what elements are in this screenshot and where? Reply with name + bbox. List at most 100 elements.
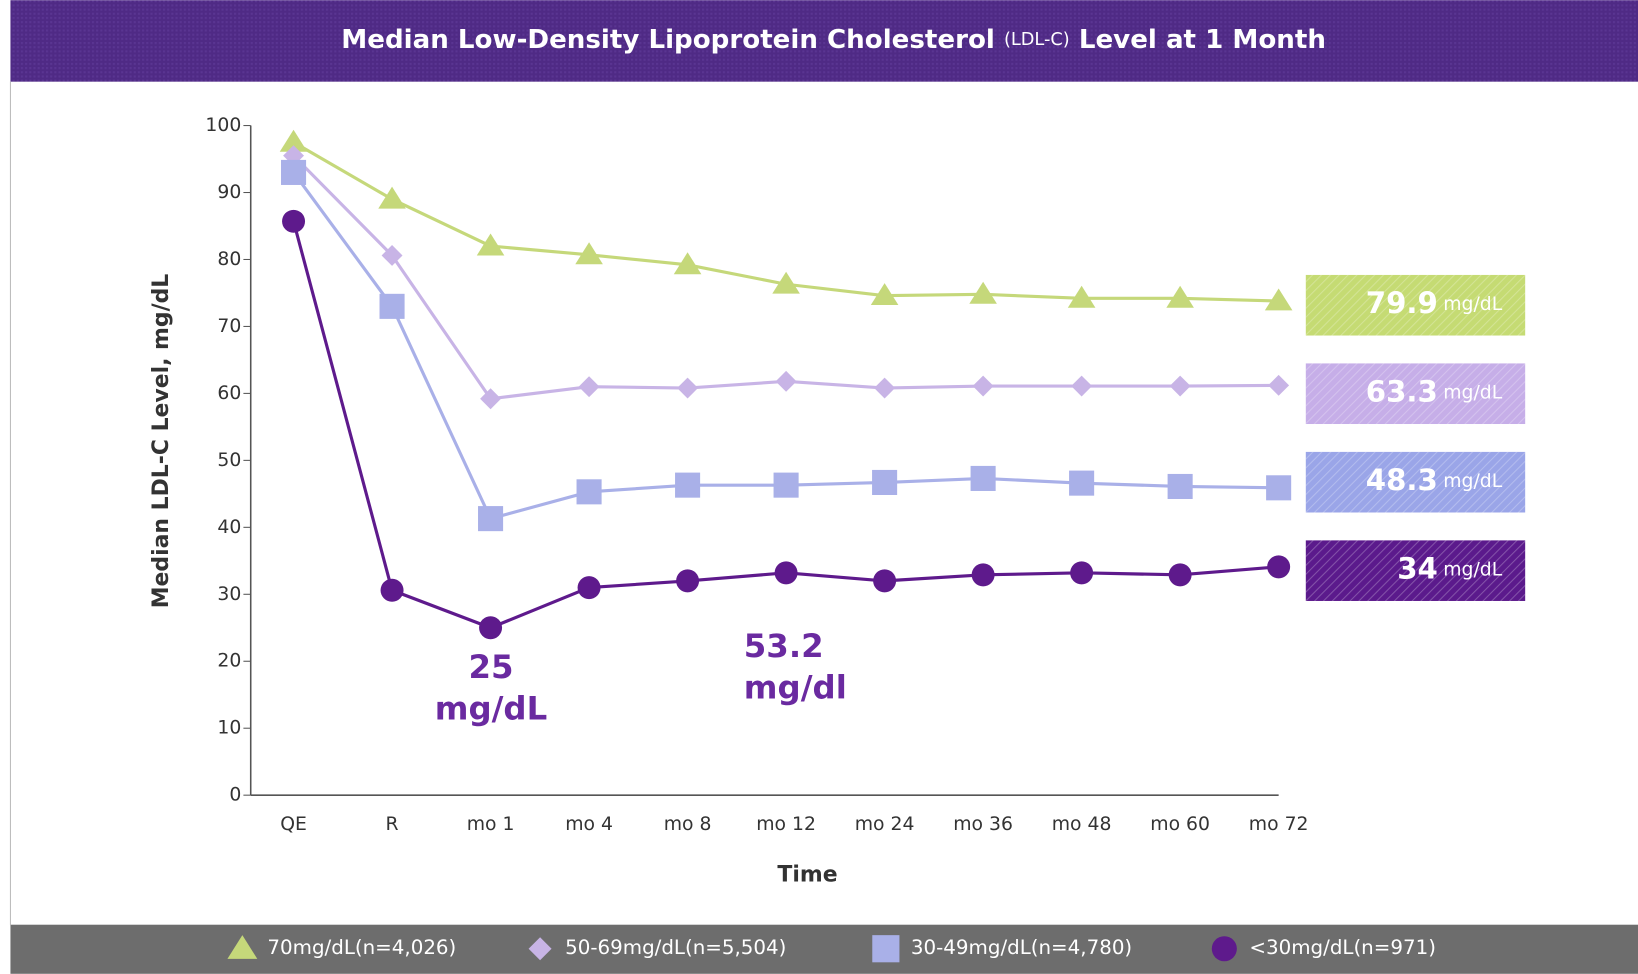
annotation: 25 xyxy=(468,648,513,686)
marker-circle xyxy=(1211,936,1237,962)
marker-circle xyxy=(380,578,404,602)
marker-triangle xyxy=(772,271,800,294)
chart-title: Median Low-Density Lipoprotein Cholester… xyxy=(341,24,1326,54)
x-tick-label: mo 4 xyxy=(565,814,613,835)
x-tick-label: mo 12 xyxy=(756,814,816,835)
marker-triangle xyxy=(870,283,899,306)
marker-square xyxy=(478,506,504,532)
y-tick-label: 50 xyxy=(217,450,241,471)
marker-triangle xyxy=(969,281,997,304)
marker-square xyxy=(576,479,602,505)
marker-circle xyxy=(971,563,995,587)
marker-square xyxy=(872,935,900,963)
x-tick-label: mo 1 xyxy=(467,814,515,835)
badge-unit: mg/dL xyxy=(1443,471,1503,492)
marker-circle xyxy=(1168,563,1192,587)
marker-diamond xyxy=(480,388,502,410)
marker-triangle xyxy=(1264,288,1293,311)
marker-square xyxy=(1069,470,1095,496)
badge-text: 34 mg/dL xyxy=(1397,551,1503,585)
marker-square xyxy=(1266,475,1292,501)
x-tick-label: mo 36 xyxy=(953,814,1013,835)
marker-triangle xyxy=(575,242,603,265)
x-tick-label: mo 24 xyxy=(855,814,915,835)
marker-diamond xyxy=(874,377,896,399)
legend-label: 50-69mg/dL(n=5,504) xyxy=(565,936,786,959)
x-tick-label: mo 72 xyxy=(1249,814,1309,835)
y-tick-label: 0 xyxy=(229,785,241,806)
badge-unit: mg/dL xyxy=(1443,559,1503,580)
annotation: mg/dL xyxy=(435,690,548,728)
marker-circle xyxy=(479,616,503,640)
marker-diamond xyxy=(578,376,600,398)
y-tick-label: 70 xyxy=(217,316,241,337)
marker-circle xyxy=(1267,555,1291,579)
y-axis-title: Median LDL-C Level, mg/dL xyxy=(149,274,174,609)
marker-triangle xyxy=(378,186,406,209)
marker-diamond xyxy=(1169,375,1191,397)
marker-triangle xyxy=(279,129,308,152)
marker-diamond xyxy=(1268,374,1290,396)
title-abbrev: (LDL-C) xyxy=(1004,30,1070,50)
y-tick-label: 10 xyxy=(217,718,241,739)
y-tick-label: 60 xyxy=(217,383,241,404)
badge-text: 63.3 mg/dL xyxy=(1366,374,1503,408)
header-band xyxy=(10,0,1638,82)
badge-value: 48.3 xyxy=(1366,463,1438,497)
legend-label: 70mg/dL(n=4,026) xyxy=(267,936,456,959)
marker-circle xyxy=(873,569,897,593)
marker-diamond xyxy=(528,937,552,961)
marker-triangle xyxy=(1166,285,1194,308)
legend-label: <30mg/dL(n=971) xyxy=(1249,936,1436,959)
marker-square xyxy=(379,293,405,319)
marker-circle xyxy=(774,561,798,585)
annotation: mg/dl xyxy=(744,669,847,707)
marker-diamond xyxy=(1071,375,1093,397)
marker-circle xyxy=(1070,561,1094,585)
marker-square xyxy=(872,469,898,495)
badge-unit: mg/dL xyxy=(1443,382,1503,403)
marker-triangle xyxy=(1067,285,1096,308)
marker-circle xyxy=(577,576,601,600)
y-tick-label: 100 xyxy=(205,115,241,136)
legend-band xyxy=(10,924,1638,974)
marker-circle xyxy=(282,209,306,233)
x-tick-label: mo 48 xyxy=(1052,814,1112,835)
marker-square xyxy=(1167,473,1193,500)
y-tick-label: 40 xyxy=(217,517,241,538)
marker-triangle xyxy=(476,233,505,256)
marker-diamond xyxy=(972,375,994,397)
x-tick-label: mo 8 xyxy=(664,814,712,835)
x-tick-label: mo 60 xyxy=(1150,814,1210,835)
y-tick-label: 20 xyxy=(217,651,241,672)
title-main: Median Low-Density Lipoprotein Cholester… xyxy=(341,24,995,54)
legend-label: 30-49mg/dL(n=4,780) xyxy=(911,936,1132,959)
marker-square xyxy=(675,472,701,498)
badge-unit: mg/dL xyxy=(1443,294,1503,315)
badge-text: 79.9 mg/dL xyxy=(1366,286,1503,320)
marker-square xyxy=(281,159,307,185)
x-tick-label: QE xyxy=(280,814,307,835)
marker-triangle xyxy=(673,252,702,275)
y-tick-label: 30 xyxy=(217,584,241,605)
x-tick-label: R xyxy=(386,814,399,835)
badge-value: 63.3 xyxy=(1366,374,1438,408)
y-tick-label: 90 xyxy=(217,182,241,203)
badge-value: 79.9 xyxy=(1366,286,1438,320)
badge-hatch xyxy=(1305,451,1526,513)
y-tick-label: 80 xyxy=(217,249,241,270)
title-end: Level at 1 Month xyxy=(1079,24,1326,54)
marker-diamond xyxy=(677,377,699,399)
marker-square xyxy=(970,465,996,491)
badge-hatch xyxy=(1305,274,1526,336)
annotation: 53.2 xyxy=(744,627,824,665)
x-axis-title: Time xyxy=(777,863,837,888)
badge-hatch xyxy=(1305,540,1526,601)
marker-diamond xyxy=(775,370,797,392)
badge-text: 48.3 mg/dL xyxy=(1366,463,1503,497)
marker-circle xyxy=(676,569,700,593)
marker-square xyxy=(773,472,799,498)
